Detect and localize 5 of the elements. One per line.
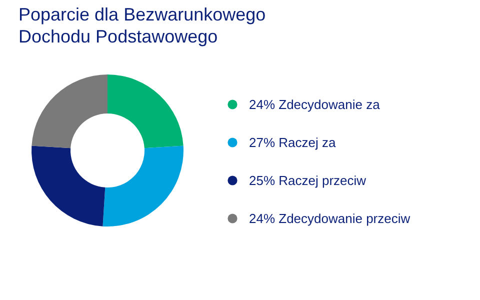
- legend-label: 25% Raczej przeciw: [249, 172, 366, 188]
- legend-label: 27% Raczej za: [249, 134, 336, 150]
- legend-label: 24% Zdecydowanie za: [249, 96, 380, 112]
- chart-title: Poparcie dla Bezwarunkowego Dochodu Podstawowego: [18, 4, 266, 46]
- legend-label: 24% Zdecydowanie przeciw: [249, 210, 410, 226]
